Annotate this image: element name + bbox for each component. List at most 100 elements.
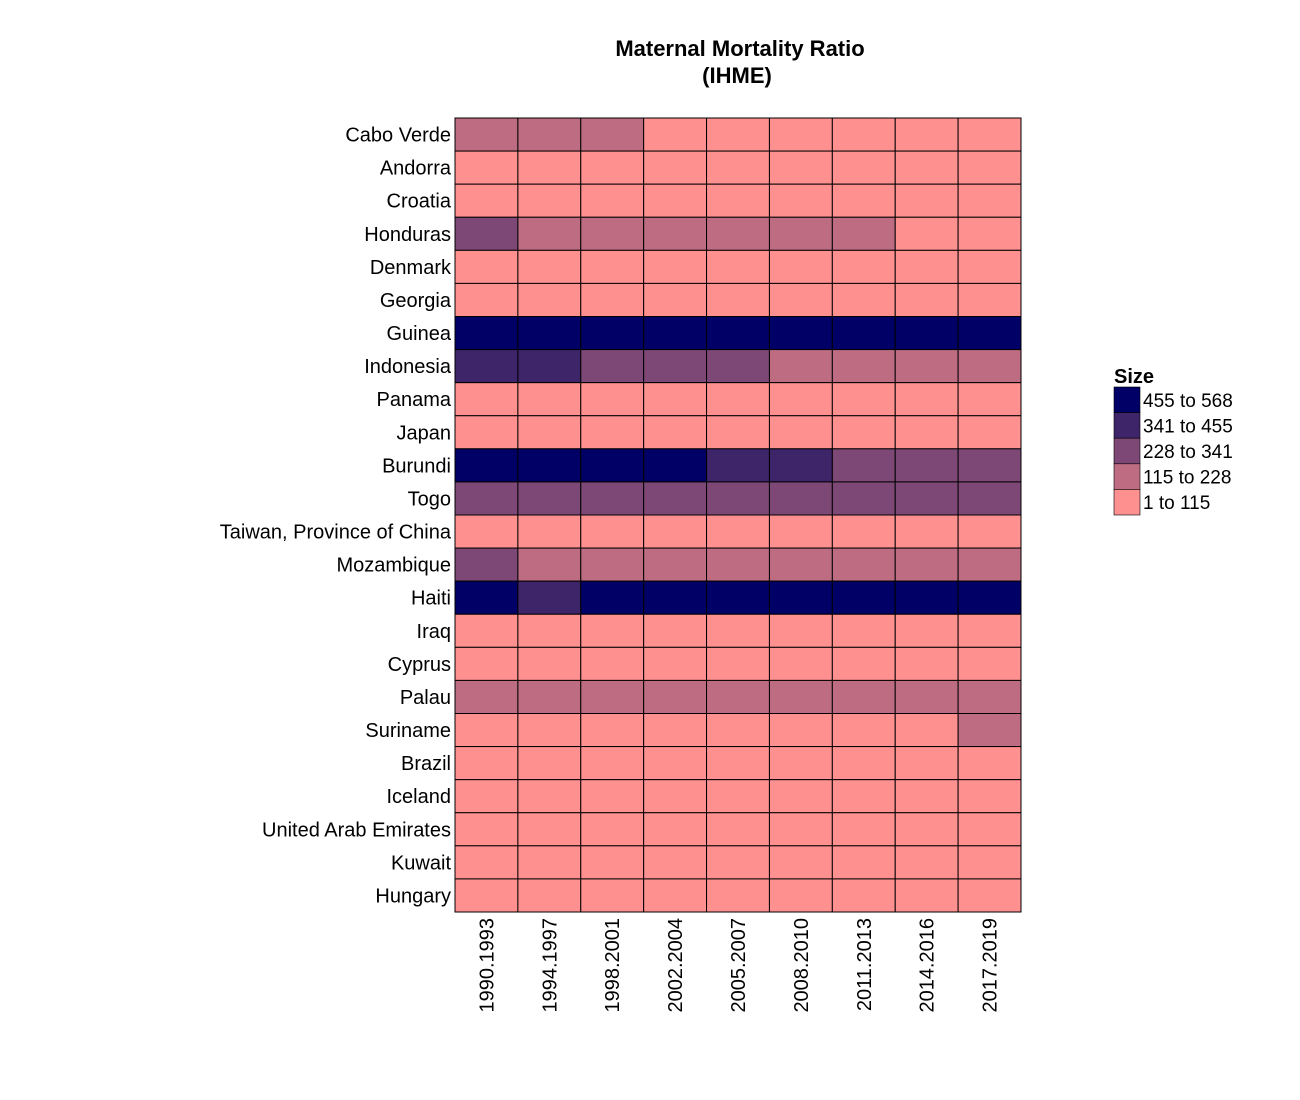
- heatmap-cell: [643, 878, 708, 913]
- heatmap-cell: [580, 646, 645, 681]
- row-label: Haiti: [411, 588, 451, 610]
- heatmap-cell: [831, 878, 896, 913]
- heatmap-cell: [454, 547, 519, 582]
- heatmap-cell: [454, 514, 519, 549]
- heatmap-cell: [706, 183, 770, 218]
- heatmap-cell: [768, 216, 833, 251]
- heatmap-cell: [768, 878, 833, 913]
- heatmap-cell: [894, 415, 959, 450]
- heatmap-cell: [454, 316, 519, 351]
- heatmap-cell: [454, 646, 519, 681]
- heatmap-cell: [643, 183, 708, 218]
- heatmap-cell: [580, 282, 645, 317]
- heatmap-cell: [957, 481, 1022, 516]
- heatmap-cell: [643, 514, 708, 549]
- heatmap-cell: [454, 249, 519, 284]
- heatmap-cell: [894, 448, 959, 483]
- heatmap-cell: [643, 779, 708, 814]
- row-label: Suriname: [365, 720, 451, 742]
- heatmap-cell: [643, 713, 708, 748]
- heatmap-cell: [706, 580, 770, 615]
- heatmap-cell: [580, 316, 645, 351]
- heatmap-cell: [831, 117, 896, 152]
- heatmap-cell: [831, 249, 896, 284]
- heatmap-cell: [768, 746, 833, 781]
- column-label: 1990.1993: [476, 918, 498, 1013]
- legend-title: Size: [1114, 366, 1154, 388]
- heatmap-cell: [517, 282, 582, 317]
- heatmap-cell: [768, 779, 833, 814]
- heatmap-cell: [706, 349, 770, 384]
- row-label: Guinea: [387, 323, 452, 345]
- heatmap-cell: [831, 150, 896, 185]
- heatmap-cell: [957, 316, 1022, 351]
- heatmap-cell: [831, 713, 896, 748]
- heatmap-cells: [454, 117, 1022, 913]
- legend: Size 455 to 568 341 to 455 228 to 341 115 t…: [1113, 366, 1233, 516]
- heatmap-cell: [706, 448, 770, 483]
- heatmap-cell: [580, 679, 645, 715]
- heatmap-cell: [643, 448, 708, 483]
- heatmap-cell: [643, 580, 708, 615]
- heatmap-cell: [454, 779, 519, 814]
- heatmap-cell: [643, 117, 708, 152]
- row-label: Kuwait: [391, 852, 451, 874]
- heatmap-cell: [957, 514, 1022, 549]
- heatmap-cell: [580, 183, 645, 218]
- heatmap-cell: [894, 713, 959, 748]
- heatmap-cell: [957, 547, 1022, 582]
- heatmap-cell: [831, 216, 896, 251]
- heatmap-cell: [454, 183, 519, 218]
- heatmap-cell: [957, 216, 1022, 251]
- heatmap-cell: [517, 514, 582, 549]
- heatmap-cell: [768, 713, 833, 748]
- heatmap-cell: [643, 382, 708, 417]
- heatmap-cell: [706, 481, 770, 516]
- row-label: Indonesia: [364, 356, 452, 378]
- heatmap-cell: [894, 249, 959, 284]
- heatmap-cell: [706, 746, 770, 781]
- heatmap-cell: [517, 547, 582, 582]
- heatmap-cell: [706, 514, 770, 549]
- row-label: Togo: [408, 488, 451, 510]
- heatmap-cell: [894, 117, 959, 152]
- heatmap-cell: [706, 613, 770, 648]
- heatmap-cell: [580, 812, 645, 847]
- heatmap-cell: [706, 845, 770, 880]
- row-label: Palau: [400, 687, 451, 709]
- heatmap-cell: [580, 349, 645, 384]
- heatmap-cell: [580, 150, 645, 185]
- heatmap-cell: [643, 216, 708, 251]
- heatmap-cell: [894, 613, 959, 648]
- heatmap-cell: [454, 415, 519, 450]
- row-label: Honduras: [364, 224, 451, 246]
- heatmap-cell: [768, 613, 833, 648]
- heatmap-cell: [517, 878, 582, 913]
- heatmap-cell: [894, 746, 959, 781]
- legend-label: 341 to 455: [1143, 416, 1233, 437]
- heatmap-cell: [768, 316, 833, 351]
- row-label: Georgia: [380, 290, 452, 312]
- heatmap-cell: [706, 646, 770, 681]
- heatmap-cell: [517, 646, 582, 681]
- heatmap-cell: [706, 382, 770, 417]
- heatmap-cell: [517, 382, 582, 417]
- column-label: 2005.2007: [728, 918, 750, 1013]
- legend-swatch: [1113, 463, 1141, 490]
- column-label: 1998.2001: [602, 918, 624, 1013]
- heatmap-cell: [768, 282, 833, 317]
- heatmap-cell: [580, 117, 645, 152]
- heatmap-cell: [580, 878, 645, 913]
- heatmap-cell: [831, 812, 896, 847]
- heatmap-cell: [643, 613, 708, 648]
- heatmap-cell: [517, 713, 582, 748]
- heatmap-cell: [517, 845, 582, 880]
- row-label: Taiwan, Province of China: [220, 522, 452, 544]
- row-label: Denmark: [370, 257, 452, 279]
- legend-label: 228 to 341: [1143, 442, 1233, 463]
- heatmap-cell: [831, 580, 896, 615]
- legend-swatch: [1113, 386, 1141, 413]
- column-label: 2017.2019: [980, 918, 1002, 1013]
- heatmap-cell: [454, 580, 519, 615]
- heatmap-cell: [580, 249, 645, 284]
